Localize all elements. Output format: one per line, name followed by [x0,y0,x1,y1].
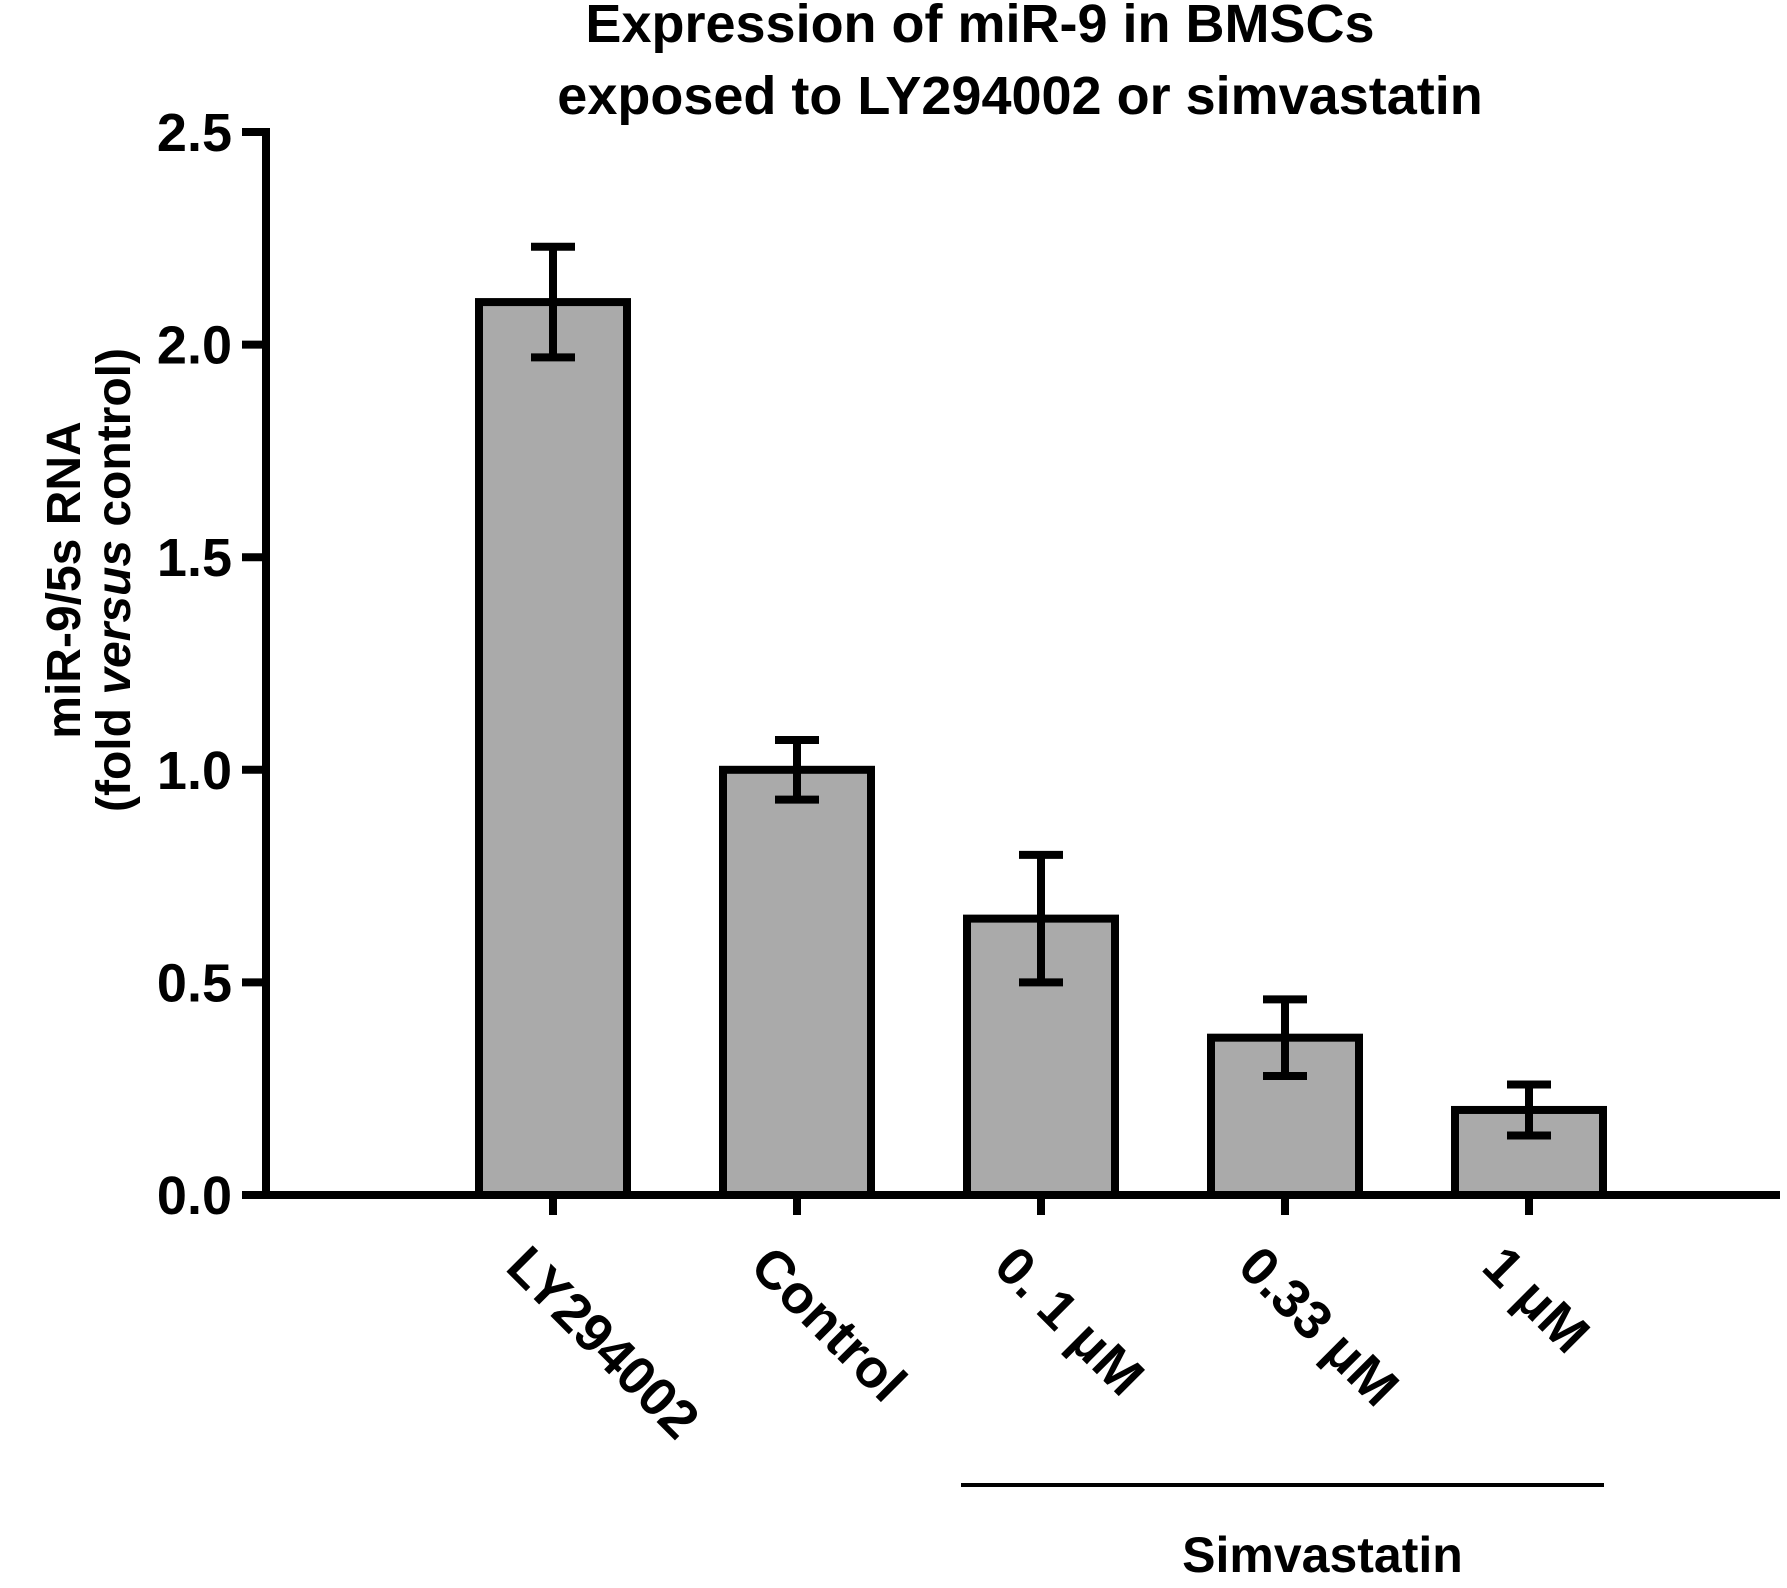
x-tick-label: 1 μM [1471,1235,1600,1364]
error-bars [531,242,1551,1140]
y-axis-label-suffix: control) [88,348,141,540]
y-axis-label: miR-9/5s RNA (fold versus control) [38,348,141,812]
error-bar [531,242,575,362]
bar [719,765,875,1199]
x-tick-label: 0.33 μM [1227,1235,1410,1418]
y-axis-label-line-1: miR-9/5s RNA [38,421,91,738]
y-tick-label: 2.5 [157,103,232,163]
bars [475,298,1607,1200]
y-tick-label: 2.0 [157,316,232,376]
group-label: Simvastatin [1182,1527,1463,1583]
y-tick-label: 0.0 [157,1166,232,1226]
y-axis-label-line-2: (fold versus control) [88,348,141,812]
error-bar [775,736,819,804]
category-labels: LY294002 Control 0. 1 μM 0.33 μM 1 μM [495,1235,1600,1450]
error-bar [1019,850,1063,987]
y-tick-label: 1.0 [157,741,232,801]
chart-title-line-1: Expression of miR-9 in BMSCs [585,0,1374,54]
y-axis-ticks: 0.0 0.5 1.0 1.5 2.0 2.5 [157,103,266,1226]
bar [475,298,631,1199]
chart-title-line-2: exposed to LY294002 or simvastatin [557,66,1482,126]
x-tick-label: LY294002 [495,1235,710,1450]
error-bar [1263,995,1307,1080]
y-axis-label-prefix: (fold [88,695,141,812]
y-tick-label: 1.5 [157,528,232,588]
y-axis-label-italic: versus [88,540,141,695]
error-bar [1507,1080,1551,1140]
x-tick-label: Control [739,1235,917,1413]
chart-title: Expression of miR-9 in BMSCs exposed to … [557,0,1482,126]
x-tick-label: 0. 1 μM [983,1235,1155,1407]
x-axis-ticks [549,1195,1533,1215]
y-tick-label: 0.5 [157,953,232,1013]
